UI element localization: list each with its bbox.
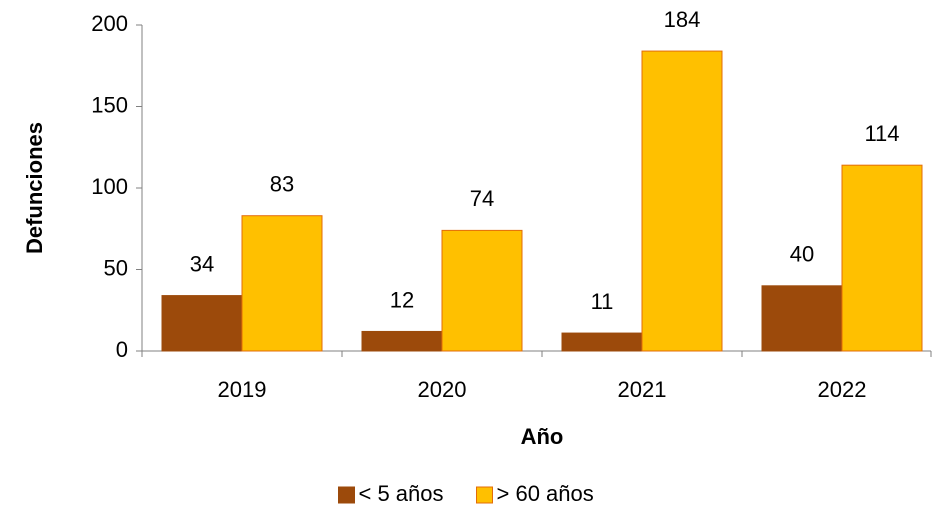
value-label: 114: [864, 121, 899, 146]
bar: [561, 332, 643, 352]
value-label: 12: [390, 287, 414, 312]
y-tick-label: 50: [104, 255, 128, 280]
y-tick-label: 100: [91, 174, 128, 199]
y-axis-title: Defunciones: [22, 122, 47, 254]
x-tick-label: 2022: [818, 377, 867, 402]
value-label: 40: [790, 242, 814, 267]
bar: [441, 229, 523, 352]
legend-swatch: [476, 486, 493, 504]
legend-label: > 60 años: [497, 481, 594, 506]
value-label: 34: [190, 251, 214, 276]
x-axis-title: Año: [521, 424, 564, 449]
bar: [641, 50, 723, 352]
y-tick-label: 0: [116, 337, 128, 362]
y-tick-label: 200: [91, 11, 128, 36]
legend-label: < 5 años: [359, 481, 444, 506]
value-label: 83: [270, 172, 294, 197]
value-label: 11: [591, 289, 614, 314]
bar: [841, 164, 923, 352]
bar: [161, 295, 243, 352]
bar: [241, 215, 323, 352]
x-tick-label: 2020: [418, 377, 467, 402]
value-label: 184: [664, 7, 701, 32]
value-label: 74: [470, 186, 494, 211]
y-tick-label: 150: [91, 92, 128, 117]
legend-swatch: [338, 486, 355, 504]
x-tick-label: 2021: [618, 377, 667, 402]
x-tick-label: 2019: [218, 377, 267, 402]
bar: [761, 285, 843, 352]
bar: [361, 330, 443, 352]
